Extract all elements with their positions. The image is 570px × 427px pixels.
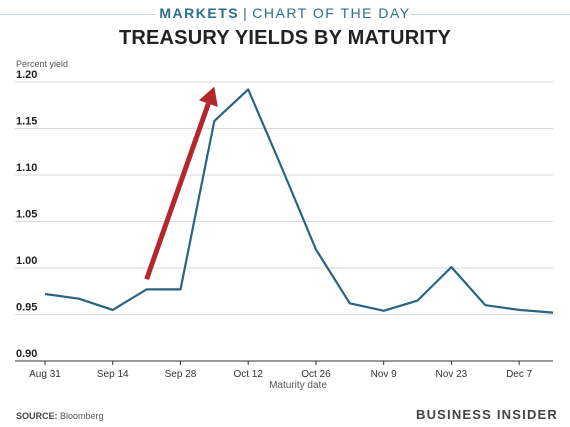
source-note: SOURCE: Bloomberg: [16, 411, 104, 421]
chart-title: TREASURY YIELDS BY MATURITY: [118, 27, 452, 49]
brand-text: MARKETS | CHART OF THE DAY: [0, 5, 570, 21]
y-tick-label: 1.15: [16, 116, 37, 128]
y-tick-label: 1.05: [16, 209, 37, 221]
y-tick-label: 0.95: [16, 302, 37, 314]
business-insider-logo: BUSINESS INSIDER: [415, 407, 558, 422]
brand-chart-of-the-day: CHART OF THE DAY: [252, 5, 411, 21]
x-tick-label: Sep 28: [165, 369, 197, 380]
y-tick-label: 1.20: [16, 69, 37, 81]
y-tick-label: 0.90: [16, 348, 37, 360]
y-tick-label: 1.10: [16, 162, 37, 174]
x-axis-label: Maturity date: [269, 380, 327, 391]
y-axis-label: Percent yield: [16, 59, 68, 69]
x-tick-label: Oct 12: [233, 369, 263, 380]
source-label: SOURCE:: [16, 411, 58, 421]
x-tick-label: Dec 7: [506, 369, 533, 380]
annotation-arrow-head: [198, 86, 218, 107]
x-tick-label: Aug 31: [29, 369, 61, 380]
source-value: Bloomberg: [60, 411, 104, 421]
brand-header: MARKETS | CHART OF THE DAY: [0, 5, 570, 23]
x-tick-label: Nov 23: [436, 369, 468, 380]
grid-lines: [15, 81, 553, 362]
brand-markets: MARKETS: [159, 5, 240, 21]
series-group: [44, 88, 554, 314]
brand-rule-left: [0, 14, 155, 15]
annotation-group: [144, 86, 218, 280]
y-tick-label: 1.00: [16, 255, 37, 267]
annotation-arrow-shaft: [144, 102, 211, 280]
x-tick-label: Oct 26: [301, 369, 331, 380]
x-axis-ticks: Aug 31 Sep 14 Sep 28 Oct 12 Oct 26 Nov 9 Nov 2…: [29, 361, 533, 380]
x-tick-label: Sep 14: [97, 369, 129, 380]
series-line: [44, 88, 554, 314]
brand-separator: |: [243, 5, 249, 21]
brand-rule-right: [410, 14, 570, 15]
x-tick-label: Nov 9: [371, 369, 398, 380]
y-axis-ticks: 0.90 0.95 1.00 1.05 1.10 1.15 1.20: [16, 69, 37, 360]
